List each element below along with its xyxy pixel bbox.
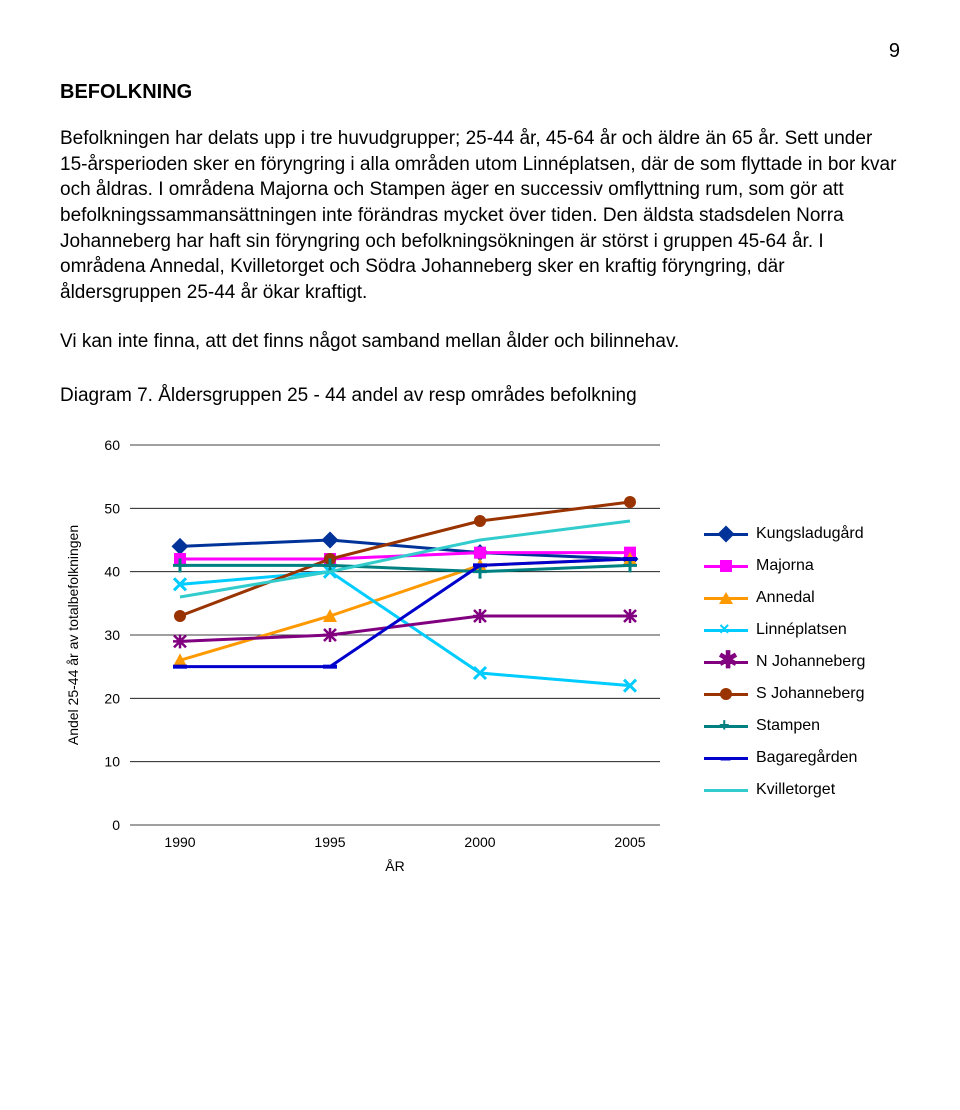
legend-item: Kungsladugård <box>704 525 865 543</box>
svg-text:60: 60 <box>104 437 120 453</box>
legend-marker: × <box>704 621 748 639</box>
section-title: BEFOLKNING <box>60 81 900 104</box>
legend-item: + Stampen <box>704 717 865 735</box>
paragraph-2: Vi kan inte finna, att det finns något s… <box>60 329 900 355</box>
svg-text:10: 10 <box>104 754 120 770</box>
svg-text:40: 40 <box>104 564 120 580</box>
svg-text:50: 50 <box>104 500 120 516</box>
legend-item: × Linnéplatsen <box>704 621 865 639</box>
svg-text:1995: 1995 <box>314 834 345 850</box>
svg-text:1990: 1990 <box>164 834 195 850</box>
paragraph-1: Befolkningen har delats upp i tre huvudg… <box>60 126 900 305</box>
svg-text:20: 20 <box>104 690 120 706</box>
page-number: 9 <box>60 40 900 63</box>
svg-text:Andel 25-44 år av totalbefolkn: Andel 25-44 år av totalbefolkningen <box>65 525 81 745</box>
legend-marker: + <box>704 717 748 735</box>
diagram-caption: Diagram 7. Åldersgruppen 25 - 44 andel a… <box>60 385 900 407</box>
legend-item: ✱ N Johanneberg <box>704 653 865 671</box>
legend-label: N Johanneberg <box>756 653 865 671</box>
svg-text:2000: 2000 <box>464 834 495 850</box>
chart-container: 0 10 20 30 40 50 60 1990 1995 2000 2005 ÅR Andel 25-… <box>60 435 900 875</box>
line-chart: 0 10 20 30 40 50 60 1990 1995 2000 2005 ÅR Andel 25-… <box>60 435 680 875</box>
legend-marker: – <box>704 749 748 767</box>
legend-item: Annedal <box>704 589 865 607</box>
legend-item: –Bagaregården <box>704 749 865 767</box>
legend-marker: ✱ <box>704 653 748 671</box>
legend-marker <box>704 781 748 799</box>
legend-marker <box>704 557 748 575</box>
legend-marker <box>704 525 748 543</box>
legend-label: Linnéplatsen <box>756 621 847 639</box>
legend-marker <box>704 685 748 703</box>
chart-legend: Kungsladugård Majorna Annedal × Linnéplatsen… <box>704 525 865 813</box>
legend-label: Kvilletorget <box>756 781 835 799</box>
svg-text:30: 30 <box>104 627 120 643</box>
legend-label: S Johanneberg <box>756 685 865 703</box>
legend-item: Kvilletorget <box>704 781 865 799</box>
legend-label: Bagaregården <box>756 749 857 767</box>
svg-text:2005: 2005 <box>614 834 645 850</box>
legend-item: Majorna <box>704 557 865 575</box>
legend-item: S Johanneberg <box>704 685 865 703</box>
svg-text:ÅR: ÅR <box>385 858 404 874</box>
legend-label: Kungsladugård <box>756 525 864 543</box>
legend-marker <box>704 589 748 607</box>
legend-label: Majorna <box>756 557 814 575</box>
legend-label: Stampen <box>756 717 820 735</box>
legend-label: Annedal <box>756 589 815 607</box>
svg-text:0: 0 <box>112 817 120 833</box>
